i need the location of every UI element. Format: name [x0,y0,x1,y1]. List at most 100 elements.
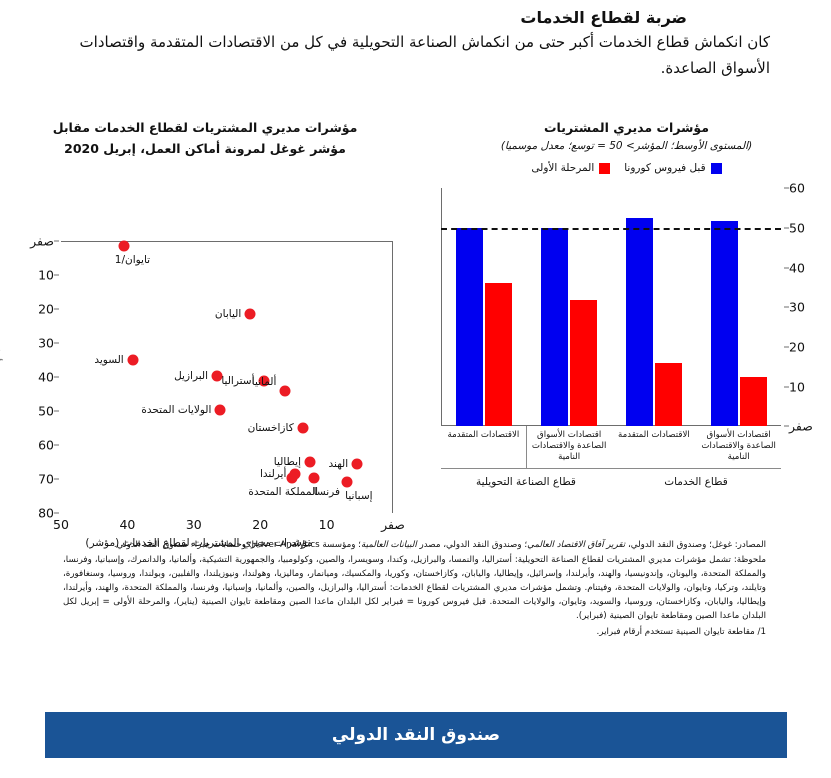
page-title: ضربة لقطاع الخدمات [521,8,688,27]
scatter-point-label: أستراليا [222,374,256,387]
bar [711,220,739,427]
scatter-x-tick: 50 [54,517,70,533]
scatter-x-tick: 10 [319,517,336,533]
scatter-point-label: الولايات المتحدة [142,403,213,416]
footnotes: المصادر: غوغل؛ وصندوق النقد الدولي، تقري… [0,538,831,640]
bar-panel-title: مؤشرات مديري المشتريات [545,120,710,135]
bar-frame [442,188,782,427]
bar-y-tick: 50 [782,221,806,236]
scatter-y-tick: 40 [39,370,62,385]
footnote-sources-mid: ؛ وصندوق النقد الدولي، مصدر [417,540,529,550]
scatter-y-tick: 30 [39,336,62,351]
scatter-point [309,472,321,484]
page-subtitle: كان انكماش قطاع الخدمات أكبر حتى من انكم… [80,33,771,77]
header: ضربة لقطاع الخدمات كان انكماش قطاع الخدم… [0,0,831,82]
scatter-point-label: أيرلندا [260,468,288,481]
bar [541,228,569,427]
scatter-point [119,240,131,252]
scatter-frame [62,241,394,514]
scatter-point-label: فرنسا [314,485,341,498]
scatter-title-line2: مؤشر غوغل لمرونة أماكن العمل، إبريل 2020 [65,140,347,156]
threshold-line [442,228,782,231]
bar-category-row: اقتصادات الأسواق الصاعدة والاقتصادات الن… [442,426,782,470]
footnote-note: ملحوظة: تشمل مؤشرات مديري المشتريات لقطا… [64,555,767,622]
scatter-x-tick: 30 [186,517,203,533]
legend-label: قبل فيروس كورونا [625,162,707,175]
bar-category-label: اقتصادات الأسواق الصاعدة والاقتصادات الن… [526,426,613,469]
legend-label: المرحلة الأولى [532,162,596,175]
scatter-plot: صفر 10 20 30 40 50 60 70 80 صفر 10 20 30 40 50 تايوان… [31,234,406,550]
footnote-sources-italic-2: البيانات العالمية [361,540,418,550]
bar-category-label: الاقتصادات المتقدمة [619,430,691,441]
scatter-y-axis-title-main: مؤشر غوغل لمرونة أماكن العمل [0,313,2,442]
bar-y-tick: 20 [782,340,806,355]
bar [485,283,513,427]
scatter-point-label: إيطاليا [274,456,302,469]
bar-panel: مؤشرات مديري المشتريات (المستوى الأوسط؛ … [424,118,831,518]
bar-legend-item: المرحلة الأولى [532,162,612,175]
scatter-x-tick: 20 [253,517,270,533]
bar-category-label: اقتصادات الأسواق الصاعدة والاقتصادات الن… [702,430,777,463]
scatter-point-label: السويد [95,354,125,367]
scatter-point [305,456,317,468]
bar-y-tick: 30 [782,300,806,315]
scatter-y-axis-title: مؤشر غوغل لمرونة أماكن العمل (التغير في … [0,241,2,513]
bar [626,217,654,427]
bar-plot: صفر 10 20 30 40 50 60 [442,181,814,434]
scatter-y-tick: صفر [31,234,62,249]
scatter-point [215,404,227,416]
scatter-y-tick: 20 [39,302,62,317]
bar [456,227,484,427]
scatter-x-tick: صفر [382,517,406,533]
scatter-point [342,476,354,488]
scatter-point [128,354,140,366]
bar-y-tick: صفر [782,419,814,434]
scatter-point-label: كازاخستان [248,422,295,435]
bar-group-label: قطاع الصناعة التحويلية [477,476,577,489]
scatter-point [298,422,310,434]
scatter-y-tick: 50 [39,404,62,419]
footnote-sources-suffix: ؛ ومؤسسة Haver Analytics؛ وحسابات خبراء … [114,540,362,550]
scatter-point-label: البرازيل [175,369,210,382]
footnote-reference-1: 1/ مقاطعة تايوان الصينية تستخدم أرقام فب… [597,626,767,637]
footnote-sources-italic-1: تقرير آفاق الاقتصاد العالمي [528,540,627,550]
footnote-sources: المصادر: غوغل؛ وصندوق النقد الدولي، تقري… [64,538,767,552]
scatter-y-tick: 60 [39,438,62,453]
footnote-sources-prefix: المصادر: غوغل؛ وصندوق النقد الدولي، [626,540,767,550]
scatter-x-tick: 40 [120,517,137,533]
scatter-y-tick: 80 [39,506,62,521]
scatter-x-axis-title: مؤشرات مديري المشتريات لقطاع الخدمات (مؤ… [86,537,314,550]
scatter-point [280,385,292,397]
scatter-point [245,308,257,320]
scatter-point-label: الهند [329,457,350,470]
scatter-y-tick: 70 [39,472,62,487]
bar-y-tick: 10 [782,379,806,394]
scatter-point-label: تايوان/1 [115,254,152,267]
bar-panel-note: (المستوى الأوسط؛ المؤشر> 50 = توسع؛ معدل… [501,139,754,152]
legend-swatch [711,162,723,174]
scatter-point-label: إسبانيا [346,489,374,502]
bar-legend: قبل فيروس كورونا المرحلة الأولى [424,162,831,174]
bar-y-tick: 40 [782,260,806,275]
bar-chart-area: صفر 10 20 30 40 50 60 اقتصادات الأسواق الصاعدة… [424,180,831,488]
imf-banner: صندوق النقد الدولي [46,712,788,758]
scatter-panel: مؤشرات مديري المشتريات لقطاع الخدمات مقا… [0,118,430,550]
scatter-y-tick: 10 [39,268,62,283]
bar [570,300,598,427]
legend-swatch [600,162,612,174]
scatter-point [259,375,271,387]
scatter-title-line1: مؤشرات مديري المشتريات لقطاع الخدمات مقا… [53,120,359,135]
scatter-point-label: ألمانيا [252,375,278,388]
bar [655,362,683,427]
scatter-chart-area: مؤشر غوغل لمرونة أماكن العمل (التغير في … [0,165,430,550]
bar-category-table: اقتصادات الأسواق الصاعدة والاقتصادات الن… [442,426,782,488]
bar-category-label: الاقتصادات المتقدمة [448,430,521,441]
scatter-panel-title: مؤشرات مديري المشتريات لقطاع الخدمات مقا… [0,118,430,159]
bar-legend-item: قبل فيروس كورونا [625,162,723,175]
scatter-point-label: المملكة المتحدة [249,485,320,498]
scatter-point [287,472,299,484]
scatter-point-label: اليابان [215,308,243,321]
bar-y-tick: 60 [782,181,806,196]
scatter-point [212,370,224,382]
